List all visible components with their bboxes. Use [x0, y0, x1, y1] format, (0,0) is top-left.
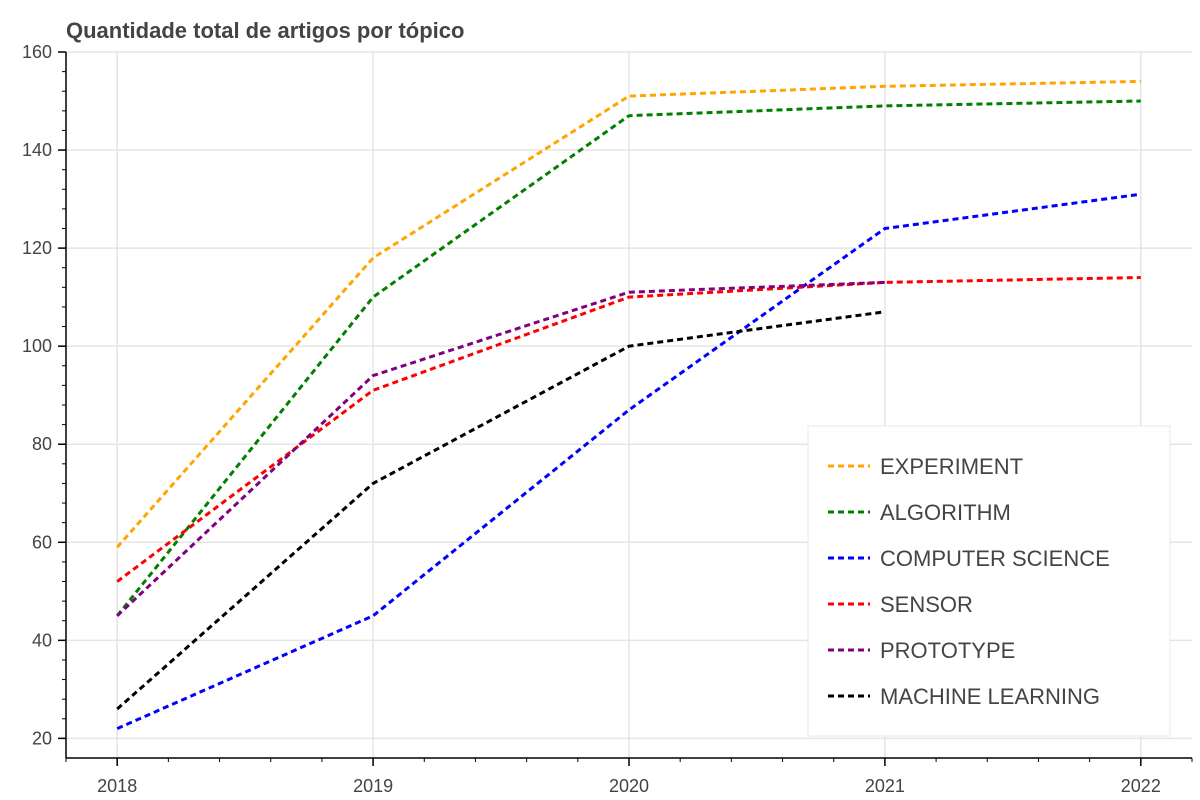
y-tick-label: 60 — [32, 532, 52, 552]
legend-label: MACHINE LEARNING — [880, 684, 1100, 709]
y-tick-label: 120 — [22, 238, 52, 258]
series-line-algorithm — [116, 99, 1141, 617]
y-tick-label: 20 — [32, 728, 52, 748]
grid — [66, 51, 1192, 758]
legend-label: COMPUTER SCIENCE — [880, 546, 1110, 571]
legend-label: PROTOTYPE — [880, 638, 1015, 663]
legend-label: SENSOR — [880, 592, 973, 617]
series-line-prototype — [116, 280, 885, 617]
x-tick-label: 2020 — [609, 776, 649, 796]
legend: EXPERIMENT ALGORITHM COMPUTER SCIENCE SENSO… — [807, 425, 1171, 737]
y-tick-label: 160 — [22, 42, 52, 62]
y-tick-label: 140 — [22, 140, 52, 160]
y-tick-label: 100 — [22, 336, 52, 356]
x-tick-label: 2019 — [353, 776, 393, 796]
legend-box — [807, 425, 1171, 737]
x-tick-label: 2022 — [1121, 776, 1161, 796]
y-tick-label: 80 — [32, 434, 52, 454]
y-tick-label: 40 — [32, 630, 52, 650]
series-lines — [116, 79, 1141, 730]
series-line-machine-learning — [116, 310, 886, 711]
legend-label: ALGORITHM — [880, 500, 1011, 525]
x-tick-label: 2018 — [97, 776, 137, 796]
x-tick-label: 2021 — [865, 776, 905, 796]
axes: 20 40 60 80 100 120 140 160 2018 2019 2020 2021 2022 — [22, 42, 1193, 796]
legend-label: EXPERIMENT — [880, 454, 1023, 479]
series-line-experiment — [116, 79, 1141, 549]
chart-title: Quantidade total de artigos por tópico — [66, 18, 464, 43]
